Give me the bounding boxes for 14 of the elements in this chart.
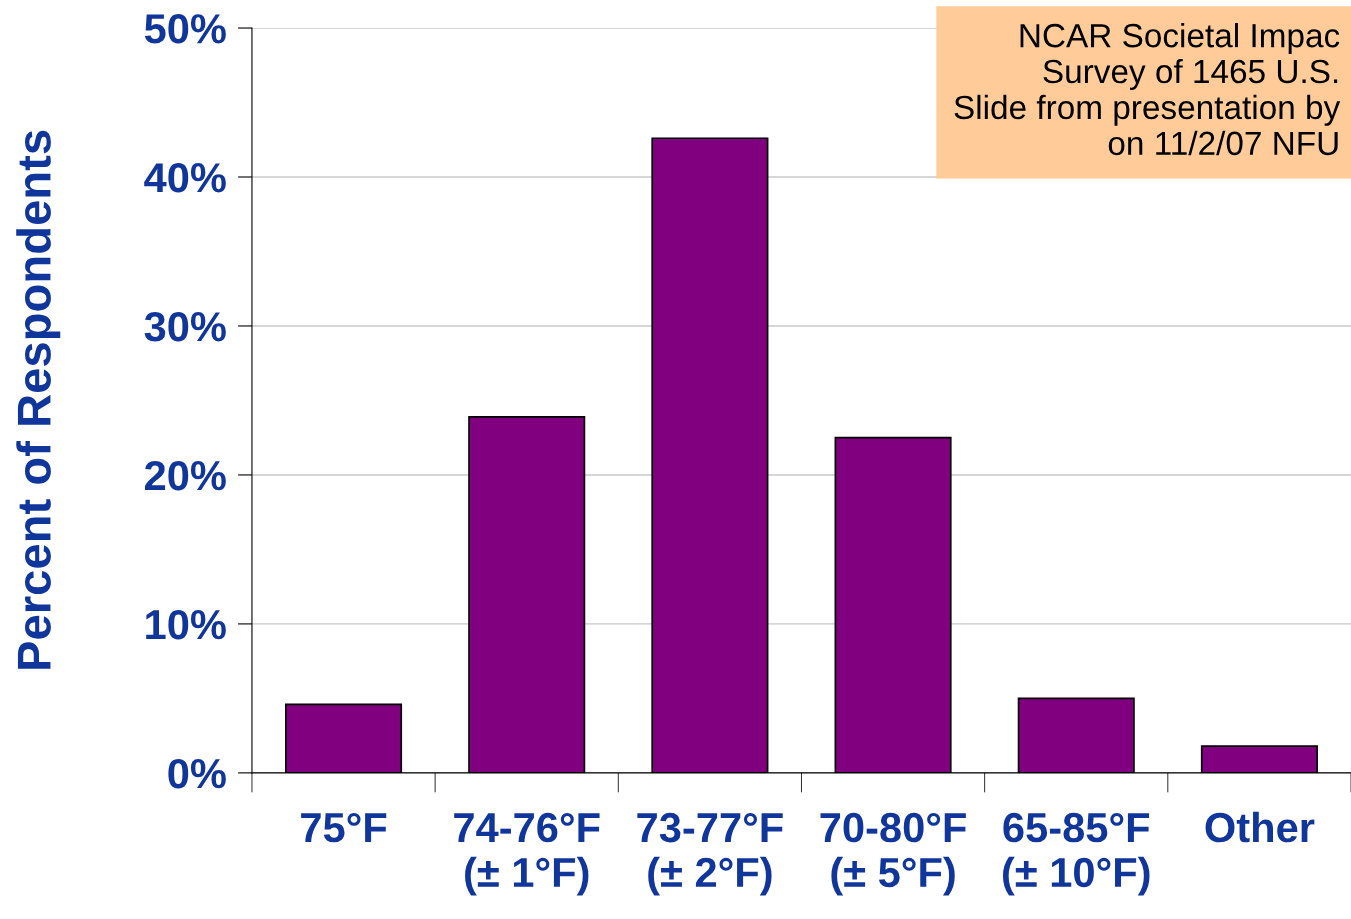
y-axis-title: Percent of Respondents	[16, 130, 61, 669]
x-tick-label: 75°F	[301, 812, 387, 843]
x-tick-label: 73-77°F (± 2°F)	[637, 812, 783, 896]
y-tick-label: 30%	[144, 311, 226, 342]
y-tick-label: 50%	[144, 14, 226, 44]
x-tick-label: 70-80°F (± 5°F)	[820, 812, 966, 896]
y-tick-label: 0%	[168, 758, 226, 789]
annotation: NCAR Societal Impac Survey of 1465 U.S. Slide from presentation by on 11/2/07 NFU	[954, 22, 1341, 156]
y-tick-label: 20%	[145, 460, 226, 491]
x-tick-label: Other	[1205, 811, 1315, 843]
y-tick-label: 40%	[144, 163, 226, 193]
x-tick-label: 74-76°F (± 1°F)	[454, 812, 600, 896]
x-tick-label: 65-85°F (± 10°F)	[1002, 812, 1150, 896]
y-tick-label: 10%	[146, 609, 226, 640]
